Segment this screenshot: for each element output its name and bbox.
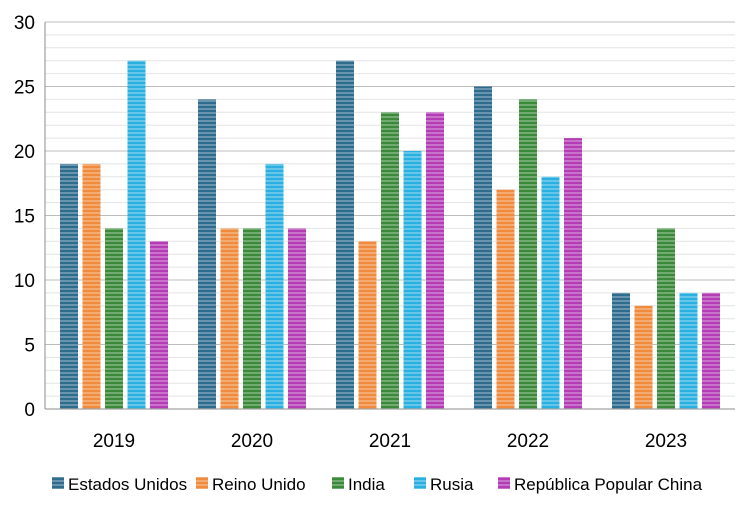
x-tick-label: 2023 (645, 431, 687, 452)
legend-label: India (348, 475, 385, 494)
legend-swatch-stripes (332, 477, 344, 489)
legend-swatch-stripes (498, 477, 510, 489)
bar-stripes (358, 241, 377, 409)
bar (496, 189, 515, 409)
bar-stripes (474, 86, 492, 409)
legend-item: Rusia (414, 475, 474, 494)
bar (564, 138, 582, 409)
bar-stripes (127, 60, 146, 409)
bar-stripes (336, 60, 354, 409)
bar-stripes (702, 292, 720, 409)
legend-swatch-stripes (196, 477, 208, 489)
bar (127, 60, 146, 409)
legend-label: Rusia (430, 475, 474, 494)
bar (541, 176, 560, 409)
bar (60, 163, 78, 409)
bar-stripes (243, 228, 261, 409)
y-tick-label: 25 (14, 78, 35, 99)
bar (243, 228, 261, 409)
bar (358, 241, 377, 409)
x-tick-label: 2021 (369, 431, 411, 452)
axes: 0 5 10 15 20 25 30 2019 2020 2021 2022 2023 (14, 13, 735, 452)
bar-stripes (220, 228, 239, 409)
legend: Estados Unidos Reino Unido India Rusia Repúb… (52, 475, 703, 494)
bar-stripes (288, 228, 306, 409)
bar (426, 112, 444, 410)
bar (679, 292, 698, 409)
bar-stripes (105, 228, 123, 409)
y-tick-label: 5 (24, 336, 35, 357)
bar (657, 228, 675, 409)
x-tick-label: 2022 (507, 431, 549, 452)
legend-swatch-stripes (52, 477, 64, 489)
bar (612, 292, 630, 409)
bar-stripes (519, 99, 537, 410)
bar-stripes (403, 151, 422, 409)
bar-stripes (265, 163, 284, 409)
bar-stripes (60, 163, 78, 409)
y-tick-label: 10 (14, 271, 35, 292)
bar-stripes (541, 176, 560, 409)
bar (150, 241, 168, 409)
y-tick-label: 20 (14, 142, 35, 163)
legend-item: India (332, 475, 385, 494)
bar (198, 99, 216, 410)
legend-label: Reino Unido (212, 475, 306, 494)
bar (336, 60, 354, 409)
legend-label: República Popular China (514, 475, 703, 494)
x-tick-label: 2020 (231, 431, 273, 452)
bar-stripes (634, 305, 653, 409)
bar (634, 305, 653, 409)
bar (265, 163, 284, 409)
bar-stripes (679, 292, 698, 409)
bar-stripes (657, 228, 675, 409)
x-tick-label: 2019 (93, 431, 135, 452)
y-tick-label: 30 (14, 13, 35, 34)
bar (403, 151, 422, 409)
bar (381, 112, 399, 410)
bar (105, 228, 123, 409)
bar-stripes (198, 99, 216, 410)
bar-stripes (564, 138, 582, 409)
legend-label: Estados Unidos (68, 475, 187, 494)
bar-stripes (612, 292, 630, 409)
y-tick-label: 15 (14, 207, 35, 228)
bars (60, 60, 720, 410)
legend-item: Estados Unidos (52, 475, 187, 494)
bar-stripes (381, 112, 399, 410)
legend-item: República Popular China (498, 475, 703, 494)
bar-stripes (150, 241, 168, 409)
bar-stripes (496, 189, 515, 409)
bar-stripes (426, 112, 444, 410)
bar (702, 292, 720, 409)
bar (474, 86, 492, 409)
bar (220, 228, 239, 409)
bar (82, 163, 101, 409)
legend-swatch-stripes (414, 477, 426, 489)
bar (288, 228, 306, 409)
y-tick-label: 0 (24, 400, 35, 421)
legend-item: Reino Unido (196, 475, 306, 494)
bar (519, 99, 537, 410)
bar-stripes (82, 163, 101, 409)
